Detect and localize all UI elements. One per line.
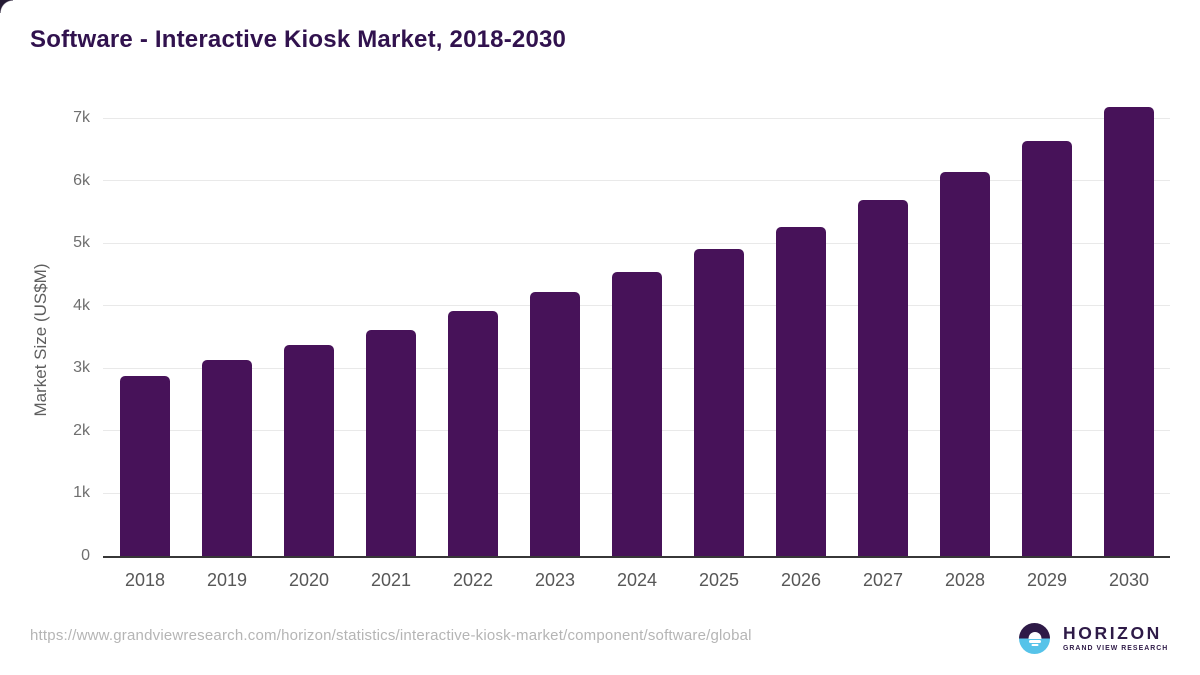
- bar-2025[interactable]: [694, 249, 744, 556]
- window-corner-artifact: [0, 0, 13, 13]
- chart-title: Software - Interactive Kiosk Market, 201…: [30, 26, 567, 53]
- plot-area: 0 1k 2k 3k 4k 5k 6k 7k 2018 2019 2020 2021 2022 2023 2…: [73, 107, 1170, 590]
- gridline-7k: [103, 117, 1170, 119]
- bar-2023[interactable]: [530, 291, 580, 556]
- y-axis-title: Market Size (US$M): [31, 263, 50, 417]
- y-tick-7k: 7k: [73, 109, 90, 126]
- horizon-logo: HORIZON GRAND VIEW RESEARCH: [1019, 623, 1168, 654]
- y-tick-5k: 5k: [73, 234, 90, 252]
- x-tick-2021: 2021: [370, 570, 412, 590]
- source-url: https://www.grandviewresearch.com/horizo…: [30, 627, 752, 644]
- bar-2028[interactable]: [940, 172, 990, 556]
- wave-icon: [1028, 640, 1041, 643]
- logo-subtitle: GRAND VIEW RESEARCH: [1063, 645, 1169, 653]
- x-tick-2022: 2022: [452, 570, 494, 590]
- sun-icon: [1028, 631, 1041, 639]
- logo-text: HORIZON GRAND VIEW RESEARCH: [1063, 622, 1169, 653]
- x-tick-2024: 2024: [616, 570, 658, 590]
- bar-2026[interactable]: [776, 226, 826, 556]
- y-tick-2k: 2k: [73, 421, 90, 439]
- gridline-5k: [103, 242, 1170, 244]
- x-tick-2030: 2030: [1108, 570, 1150, 590]
- x-tick-2025: 2025: [698, 570, 740, 590]
- gridline-6k: [103, 180, 1170, 182]
- x-tick-2026: 2026: [780, 570, 822, 590]
- x-tick-2029: 2029: [1026, 570, 1068, 590]
- bar-2018[interactable]: [120, 376, 170, 556]
- bar-2030[interactable]: [1104, 107, 1154, 556]
- bar-2019[interactable]: [202, 359, 252, 556]
- x-tick-2020: 2020: [288, 570, 330, 590]
- bar-2022[interactable]: [448, 311, 498, 556]
- x-tick-2023: 2023: [534, 570, 576, 590]
- wave-icon: [1031, 644, 1038, 647]
- y-tick-4k: 4k: [73, 296, 90, 314]
- x-tick-2019: 2019: [206, 570, 248, 590]
- bar-2020[interactable]: [284, 344, 334, 556]
- bar-2029[interactable]: [1022, 141, 1072, 556]
- y-tick-0: 0: [81, 547, 90, 564]
- y-tick-6k: 6k: [73, 171, 90, 189]
- logo-name: HORIZON: [1063, 622, 1162, 643]
- x-tick-2018: 2018: [124, 570, 166, 590]
- bar-2021[interactable]: [366, 329, 416, 556]
- x-tick-2028: 2028: [944, 570, 986, 590]
- bar-2024[interactable]: [612, 271, 662, 556]
- bar-2027[interactable]: [858, 199, 908, 556]
- x-tick-2027: 2027: [862, 570, 904, 590]
- y-tick-3k: 3k: [73, 359, 90, 377]
- y-tick-1k: 1k: [73, 484, 90, 502]
- horizon-sun-icon: [1019, 623, 1050, 654]
